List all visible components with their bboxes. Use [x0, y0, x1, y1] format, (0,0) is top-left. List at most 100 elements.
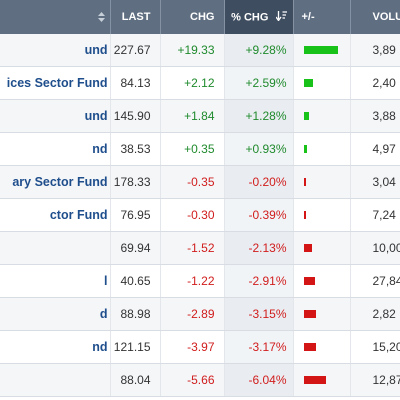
table-row[interactable]: d 88.98 -2.89 -3.15% 2,82 — [0, 297, 400, 331]
change-bar — [303, 277, 315, 285]
fund-name-text[interactable]: und — [84, 43, 108, 57]
last-price: 69.94 — [110, 231, 161, 265]
change-bar-cell — [293, 231, 351, 265]
fund-name-text[interactable]: d — [99, 307, 108, 321]
change-bar-track — [303, 79, 338, 87]
table-row[interactable]: ices Sector Fund 84.13 +2.12 +2.59% 2,40 — [0, 66, 400, 100]
fund-name-link[interactable]: und — [0, 34, 111, 67]
change-bar-track — [303, 178, 338, 186]
change-bar — [303, 46, 338, 54]
table-header-row: LAST CHG % CHG +/- VOLU — [0, 0, 400, 34]
fund-name-text[interactable]: l — [104, 274, 108, 288]
last-price: 145.90 — [110, 99, 161, 133]
percent-change: +1.28% — [224, 99, 294, 133]
fund-name-link[interactable] — [0, 231, 111, 265]
change-bar-track — [303, 211, 338, 219]
table-row[interactable]: und 145.90 +1.84 +1.28% 3,88 — [0, 99, 400, 133]
change-bar-track — [303, 310, 338, 318]
volume-value: 3,89 — [350, 34, 400, 67]
change-bar-cell — [293, 363, 351, 397]
percent-change: -3.17% — [224, 330, 294, 364]
sort-arrows-icon[interactable] — [97, 12, 105, 23]
fund-name-link[interactable]: l — [0, 264, 111, 298]
volume-value: 10,00 — [350, 231, 400, 265]
change-bar — [303, 178, 306, 186]
change-bar-cell — [293, 297, 351, 331]
change-bar — [303, 376, 326, 384]
price-change: -3.97 — [160, 330, 225, 364]
last-price: 38.53 — [110, 132, 161, 166]
table-row[interactable]: und 227.67 +19.33 +9.28% 3,89 — [0, 34, 400, 67]
change-bar — [303, 145, 307, 153]
volume-value: 3,88 — [350, 99, 400, 133]
table-row[interactable]: nd 38.53 +0.35 +0.93% 4,97 — [0, 132, 400, 166]
volume-value: 4,97 — [350, 132, 400, 166]
change-bar-cell — [293, 198, 351, 232]
fund-name-link[interactable]: nd — [0, 330, 111, 364]
table-row[interactable]: ary Sector Fund 178.33 -0.35 -0.20% 3,04 — [0, 165, 400, 199]
last-price: 88.98 — [110, 297, 161, 331]
fund-name-text[interactable]: ary Sector Fund — [12, 175, 108, 189]
last-price: 84.13 — [110, 66, 161, 100]
fund-name-link[interactable]: und — [0, 99, 111, 133]
change-bar — [303, 244, 312, 252]
percent-change: +2.59% — [224, 66, 294, 100]
column-header-name[interactable] — [0, 0, 111, 34]
fund-name-text[interactable]: nd — [92, 340, 108, 354]
change-bar — [303, 79, 313, 87]
price-change: +19.33 — [160, 34, 225, 67]
fund-name-text[interactable]: nd — [92, 142, 108, 156]
change-bar-track — [303, 145, 338, 153]
volume-value: 12,87 — [350, 363, 400, 397]
percent-change: +9.28% — [224, 34, 294, 67]
change-bar-cell — [293, 34, 351, 67]
volume-value: 15,20 — [350, 330, 400, 364]
change-bar-track — [303, 112, 338, 120]
percent-change: -6.04% — [224, 363, 294, 397]
change-bar-cell — [293, 165, 351, 199]
volume-value: 2,40 — [350, 66, 400, 100]
last-price: 227.67 — [110, 34, 161, 67]
fund-name-link[interactable]: ctor Fund — [0, 198, 111, 232]
fund-name-link[interactable]: d — [0, 297, 111, 331]
change-bar-track — [303, 277, 338, 285]
price-change: -2.89 — [160, 297, 225, 331]
fund-name-text[interactable]: ctor Fund — [49, 208, 108, 222]
change-bar — [303, 343, 316, 351]
volume-value: 2,82 — [350, 297, 400, 331]
table-row[interactable]: l 40.65 -1.22 -2.91% 27,84 — [0, 264, 400, 298]
volume-value: 27,84 — [350, 264, 400, 298]
column-header-pct-chg[interactable]: % CHG — [224, 0, 294, 34]
sort-descending-icon[interactable] — [274, 10, 287, 24]
column-header-volume[interactable]: VOLU — [350, 0, 400, 34]
last-price: 76.95 — [110, 198, 161, 232]
table-row[interactable]: ctor Fund 76.95 -0.30 -0.39% 7,24 — [0, 198, 400, 232]
change-bar-track — [303, 46, 338, 54]
fund-name-link[interactable]: ary Sector Fund — [0, 165, 111, 199]
change-bar-cell — [293, 330, 351, 364]
fund-name-link[interactable]: ices Sector Fund — [0, 66, 111, 100]
volume-value: 7,24 — [350, 198, 400, 232]
fund-name-text[interactable]: und — [84, 109, 108, 123]
column-header-last[interactable]: LAST — [110, 0, 161, 34]
change-bar-cell — [293, 264, 351, 298]
change-bar-cell — [293, 132, 351, 166]
change-bar — [303, 310, 316, 318]
change-bar — [303, 112, 309, 120]
fund-name-link[interactable] — [0, 363, 111, 397]
table-row[interactable]: nd 121.15 -3.97 -3.17% 15,20 — [0, 330, 400, 364]
table-row[interactable]: 69.94 -1.52 -2.13% 10,00 — [0, 231, 400, 265]
change-bar-cell — [293, 66, 351, 100]
last-price: 178.33 — [110, 165, 161, 199]
last-price: 40.65 — [110, 264, 161, 298]
fund-name-text[interactable]: ices Sector Fund — [6, 76, 108, 90]
fund-name-link[interactable]: nd — [0, 132, 111, 166]
column-header-chg[interactable]: CHG — [160, 0, 225, 34]
table-row[interactable]: 88.04 -5.66 -6.04% 12,87 — [0, 363, 400, 397]
percent-change: +0.93% — [224, 132, 294, 166]
table-body: und 227.67 +19.33 +9.28% 3,89 ices Sector Fun… — [0, 34, 400, 397]
price-change: +0.35 — [160, 132, 225, 166]
column-header-plus-minus[interactable]: +/- — [293, 0, 351, 34]
price-change: -1.22 — [160, 264, 225, 298]
